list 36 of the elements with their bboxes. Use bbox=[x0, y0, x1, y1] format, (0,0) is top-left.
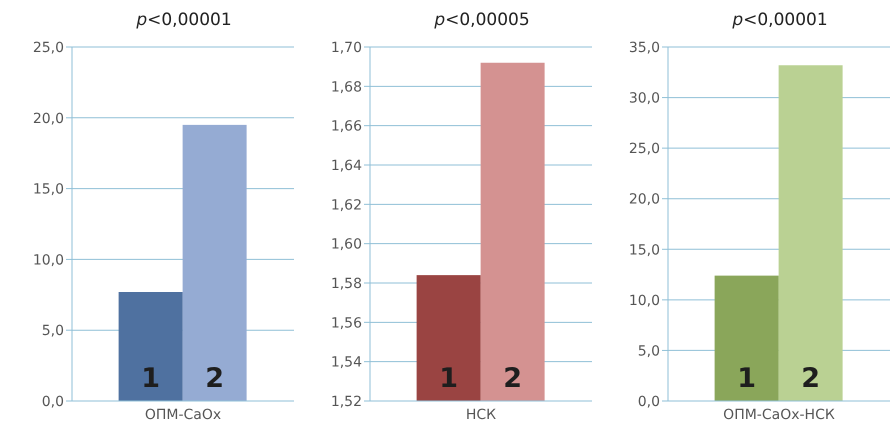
chart-title: p<0,00001 bbox=[731, 10, 829, 30]
y-tick-label: 5,0 bbox=[638, 343, 660, 360]
y-tick-label: 25,0 bbox=[628, 141, 660, 158]
y-tick-label: 1,66 bbox=[330, 118, 362, 135]
y-tick-label: 1,52 bbox=[330, 394, 362, 410]
chart-title: p<0,00001 bbox=[135, 10, 233, 30]
y-tick-label: 1,56 bbox=[330, 315, 362, 332]
y-tick-label: 0,0 bbox=[42, 394, 64, 410]
y-tick-label: 5,0 bbox=[42, 323, 64, 340]
y-tick-label: 1,54 bbox=[330, 354, 362, 371]
y-tick-label: 1,68 bbox=[330, 79, 362, 96]
y-tick-label: 1,58 bbox=[330, 276, 362, 292]
series-label: 2 bbox=[801, 363, 820, 394]
y-tick-label: 1,60 bbox=[330, 236, 362, 253]
chart-title: p<0,00005 bbox=[433, 10, 531, 30]
y-tick-label: 25,0 bbox=[32, 40, 64, 56]
y-tick-label: 10,0 bbox=[32, 252, 64, 268]
y-tick-label: 1,64 bbox=[330, 158, 362, 174]
y-tick-label: 30,0 bbox=[628, 90, 660, 107]
y-tick-label: 1,62 bbox=[330, 197, 362, 214]
x-tick-label: НСК bbox=[466, 406, 496, 423]
y-tick-label: 15,0 bbox=[628, 242, 660, 258]
series-label: 2 bbox=[205, 363, 224, 394]
y-tick-label: 15,0 bbox=[32, 182, 64, 198]
y-tick-label: 20,0 bbox=[628, 192, 660, 208]
series-label: 1 bbox=[141, 363, 160, 394]
x-tick-label: ОПМ-CaOx bbox=[144, 406, 222, 423]
y-tick-label: 1,70 bbox=[330, 40, 362, 56]
series-label: 1 bbox=[439, 363, 458, 394]
y-tick-label: 35,0 bbox=[628, 40, 660, 56]
series-label: 1 bbox=[737, 363, 756, 394]
y-tick-label: 20,0 bbox=[32, 110, 64, 127]
y-tick-label: 10,0 bbox=[628, 292, 660, 309]
x-tick-label: ОПМ-CaOx-НСК bbox=[723, 406, 835, 423]
y-tick-label: 0,0 bbox=[638, 394, 660, 410]
series-label: 2 bbox=[503, 363, 522, 394]
